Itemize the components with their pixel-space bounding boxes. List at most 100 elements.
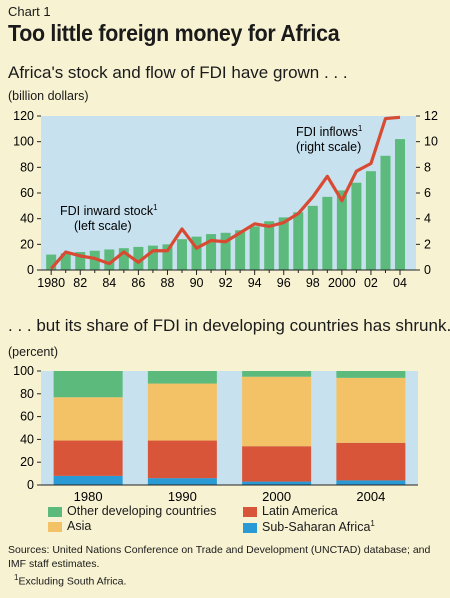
y-left-tick-label: 0 bbox=[27, 263, 34, 277]
footnote-text: Excluding South Africa. bbox=[18, 575, 127, 588]
x-tick-label: 92 bbox=[219, 276, 233, 290]
y-left-tick-label: 60 bbox=[20, 186, 34, 200]
segment-asia bbox=[53, 397, 123, 441]
annotation-inflows-name: FDI inflows bbox=[296, 125, 358, 139]
y-tick-label-2: 80 bbox=[20, 387, 34, 401]
segment-asia bbox=[242, 376, 312, 447]
legend-item-other: Other developing countries bbox=[48, 504, 216, 518]
legend-label-latin-america: Latin America bbox=[262, 504, 338, 518]
legend-label-ssa: Sub-Saharan Africa bbox=[262, 520, 371, 535]
bar-fdi-inward-stock bbox=[351, 182, 362, 270]
x-tick-label: 2000 bbox=[328, 276, 356, 290]
x-tick-label: 1980 bbox=[37, 276, 65, 290]
x-tick-label: 84 bbox=[102, 276, 116, 290]
y-left-tick-label: 20 bbox=[20, 237, 34, 251]
segment-latin-america bbox=[53, 440, 123, 476]
footnote: 1Excluding South Africa. bbox=[8, 571, 444, 589]
x-category-label-2: 2000 bbox=[262, 489, 291, 504]
segment-latin-america bbox=[242, 446, 312, 482]
segment-other-developing bbox=[147, 371, 217, 384]
y-tick-label-2: 60 bbox=[20, 410, 34, 424]
x-category-label-2: 1980 bbox=[74, 489, 103, 504]
headline: Too little foreign money for Africa bbox=[8, 20, 340, 46]
chart1-subtitle: Africa's stock and flow of FDI have grow… bbox=[8, 63, 348, 82]
bar-fdi-inward-stock bbox=[191, 236, 202, 270]
x-tick-label: 82 bbox=[73, 276, 87, 290]
legend-item-latin-america: Latin America bbox=[243, 504, 338, 518]
y-tick-label-2: 20 bbox=[20, 455, 34, 469]
x-tick-label: 02 bbox=[364, 276, 378, 290]
bar-fdi-inward-stock bbox=[249, 226, 260, 270]
segment-sub-saharan-africa bbox=[336, 480, 406, 485]
segment-other-developing bbox=[242, 371, 312, 377]
y-right-tick-label: 2 bbox=[424, 237, 431, 251]
bar-fdi-inward-stock bbox=[176, 239, 187, 270]
y-tick-label-2: 40 bbox=[20, 432, 34, 446]
x-tick-label: 98 bbox=[306, 276, 320, 290]
y-right-tick-label: 10 bbox=[424, 135, 438, 149]
chart2-unit-label: (percent) bbox=[8, 345, 59, 359]
x-tick-label: 86 bbox=[131, 276, 145, 290]
y-left-tick-label: 80 bbox=[20, 160, 34, 174]
segment-other-developing bbox=[336, 371, 406, 378]
segment-other-developing bbox=[53, 371, 123, 398]
bar-fdi-inward-stock bbox=[235, 230, 246, 270]
bar-fdi-inward-stock bbox=[264, 221, 275, 270]
bar-fdi-inward-stock bbox=[293, 212, 304, 270]
y-right-tick-label: 12 bbox=[424, 109, 438, 123]
legend-swatch-ssa bbox=[243, 522, 257, 533]
line-fdi-inflows bbox=[49, 115, 401, 270]
y-right-tick-label: 8 bbox=[424, 160, 431, 174]
bar-fdi-inward-stock bbox=[104, 249, 115, 270]
x-tick-label: 90 bbox=[190, 276, 204, 290]
legend-label-asia: Asia bbox=[67, 519, 92, 533]
bar-fdi-inward-stock bbox=[133, 246, 144, 270]
segment-latin-america bbox=[147, 440, 217, 479]
bar-fdi-inward-stock bbox=[75, 252, 86, 270]
annotation-fdi-inflows: FDI inflows1 bbox=[296, 124, 363, 139]
chart2-subtitle: . . . but its share of FDI in developing… bbox=[8, 316, 450, 335]
bar-fdi-inward-stock bbox=[89, 250, 100, 270]
annotation-inflows-footnote: 1 bbox=[358, 124, 363, 133]
chart1-unit-label: (billion dollars) bbox=[8, 89, 89, 103]
bar-fdi-inward-stock bbox=[307, 205, 318, 270]
annotation-fdi-inward-stock: FDI inward stock1 bbox=[60, 203, 158, 218]
x-tick-label: 94 bbox=[248, 276, 262, 290]
bar-fdi-inward-stock bbox=[395, 139, 406, 270]
bar-fdi-inward-stock bbox=[162, 244, 173, 270]
fdi-share-chart: 0 20 40 60 80 100 1980 1990 2000 2004 bbox=[13, 364, 418, 504]
bar-fdi-inward-stock bbox=[46, 254, 57, 270]
x-tick-label: 04 bbox=[393, 276, 407, 290]
annotation-stock-scale: (left scale) bbox=[74, 219, 132, 233]
segment-asia bbox=[147, 383, 217, 441]
annotation-stock-footnote: 1 bbox=[153, 203, 158, 212]
legend-item-asia: Asia bbox=[48, 519, 91, 533]
annotation-inflows-scale: (right scale) bbox=[296, 140, 361, 154]
y-left-tick-label: 100 bbox=[13, 135, 34, 149]
y-tick-label-2: 0 bbox=[27, 478, 34, 492]
sources-note: Sources: United Nations Conference on Tr… bbox=[8, 543, 444, 589]
segment-sub-saharan-africa bbox=[53, 475, 123, 485]
segment-sub-saharan-africa bbox=[242, 481, 312, 485]
bar-fdi-inward-stock bbox=[118, 248, 129, 270]
segment-asia bbox=[336, 377, 406, 443]
chart-number-label: Chart 1 bbox=[8, 4, 51, 19]
bar-fdi-inward-stock bbox=[278, 217, 289, 270]
bar-fdi-inward-stock bbox=[60, 253, 71, 270]
bar-fdi-inward-stock bbox=[206, 234, 217, 270]
annotation-stock-name: FDI inward stock bbox=[60, 204, 154, 218]
legend-ssa-footnote: 1 bbox=[370, 519, 375, 528]
y-right-tick-label: 4 bbox=[424, 212, 431, 226]
legend-swatch-other bbox=[48, 506, 62, 517]
y-right-tick-label: 0 bbox=[424, 263, 431, 277]
segment-latin-america bbox=[336, 442, 406, 481]
footnote-marker: 1 bbox=[14, 573, 19, 582]
sources-text: Sources: United Nations Conference on Tr… bbox=[8, 544, 431, 570]
bar-fdi-inward-stock bbox=[336, 190, 347, 270]
bar-fdi-inward-stock bbox=[380, 155, 391, 270]
bar-fdi-inward-stock bbox=[147, 245, 158, 270]
x-category-label-2: 2004 bbox=[356, 489, 385, 504]
x-tick-label: 88 bbox=[161, 276, 175, 290]
legend-item-ssa: Sub-Saharan Africa1 bbox=[243, 519, 375, 534]
